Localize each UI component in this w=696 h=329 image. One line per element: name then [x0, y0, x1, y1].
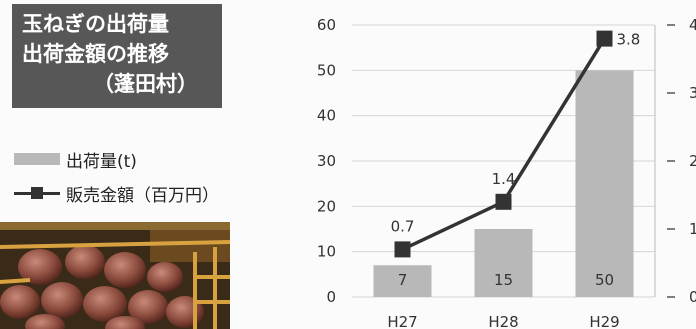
legend-bar-swatch: [14, 153, 60, 165]
onion-crate-photo: [0, 222, 230, 329]
y2-tick-label: 0: [689, 288, 696, 306]
line-point: [596, 30, 613, 47]
bar: [474, 229, 533, 297]
x-tick-label: H29: [589, 313, 619, 329]
bar: [373, 265, 432, 297]
bar-value-label: 50: [595, 271, 614, 289]
legend-line-swatch: [14, 186, 60, 200]
line-point: [495, 193, 512, 210]
y2-tick-label: 3: [689, 84, 696, 102]
y-tick-label: 10: [317, 243, 336, 261]
x-tick-label: H28: [488, 313, 518, 329]
line-point: [394, 241, 411, 258]
line-value-label: 0.7: [391, 217, 415, 235]
y2-tick-label: 4: [689, 16, 696, 34]
bar: [575, 70, 634, 297]
bar-value-label: 7: [398, 271, 408, 289]
bar-value-label: 15: [494, 271, 513, 289]
combo-chart: 7 15 50 0.7 1.4 3.8 0 10 20 30 40 50 60 0 1 2 3 4 H27 H28 H…: [317, 16, 696, 329]
y-tick-label: 60: [317, 16, 336, 34]
y-tick-label: 50: [317, 61, 336, 79]
y-tick-label: 40: [317, 107, 336, 125]
y-tick-label: 0: [326, 288, 336, 306]
y-tick-label: 20: [317, 197, 336, 215]
y2-tick-label: 2: [689, 152, 696, 170]
title-line-2: 出荷金額の推移: [22, 42, 169, 66]
legend-line-label: 販売金額（百万円）: [66, 185, 219, 206]
line-value-label: 1.4: [492, 170, 516, 188]
legend-item-sales: 販売金額（百万円）: [14, 180, 219, 206]
legend-item-shipment: 出荷量(t): [14, 146, 137, 172]
line-value-label: 3.8: [617, 31, 641, 49]
chart-title: 玉ねぎの出荷量 出荷金額の推移 （蓬田村）: [12, 4, 222, 108]
y-tick-label: 30: [317, 152, 336, 170]
title-line-1: 玉ねぎの出荷量: [22, 12, 169, 36]
y2-tick-label: 1: [689, 220, 696, 238]
legend-bar-label: 出荷量(t): [66, 151, 137, 172]
x-tick-label: H27: [387, 313, 417, 329]
title-line-3: （蓬田村）: [93, 72, 198, 96]
